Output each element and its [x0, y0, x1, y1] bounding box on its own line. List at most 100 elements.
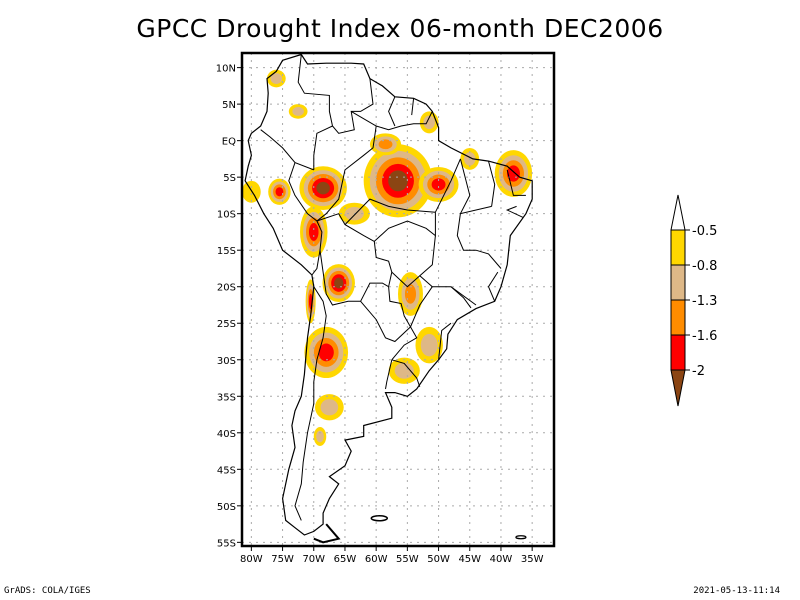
- country-border: [319, 250, 389, 306]
- drought-class-4: [308, 223, 319, 241]
- drought-region-bolivia-south: [322, 264, 355, 303]
- y-tick-label: 10S: [217, 210, 236, 221]
- drought-class-5: [334, 277, 344, 289]
- y-tick-label: 5S: [223, 173, 236, 184]
- colorbar-bin: [670, 264, 686, 301]
- drought-class-2: [320, 399, 339, 416]
- coastline: [244, 53, 533, 536]
- grid: [242, 53, 554, 546]
- drought-region-para-east: [418, 166, 459, 202]
- drought-class-5: [316, 181, 330, 195]
- y-tick-label: 40S: [217, 429, 236, 440]
- drought-region-ceara: [494, 150, 533, 197]
- x-tick-label: 45W: [458, 554, 481, 565]
- drought-class-4: [431, 178, 446, 191]
- y-tick-label: 35S: [217, 392, 236, 403]
- x-tick-label: 70W: [302, 554, 325, 565]
- y-tick-label: EQ: [222, 137, 236, 148]
- y-tick-label: 10N: [216, 64, 236, 75]
- country-border: [373, 212, 436, 242]
- colorbar-label: -1.6: [692, 329, 717, 344]
- drought-class-2: [420, 333, 438, 357]
- drought-region-mato-grosso-sul: [398, 272, 423, 316]
- drought-region-ecuador-coast: [242, 180, 261, 203]
- drought-region-uruguay: [388, 357, 420, 384]
- drought-region-acre-rondonia: [299, 166, 347, 211]
- drought-class-2: [292, 106, 304, 116]
- x-tick-label: 65W: [334, 554, 357, 565]
- colorbar: -0.5 -0.8 -1.3 -1.6 -2: [670, 194, 717, 407]
- country-border: [385, 359, 393, 390]
- colorbar-label: -0.5: [692, 224, 717, 239]
- drought-class-2: [270, 73, 283, 84]
- x-tick-label: 50W: [427, 554, 450, 565]
- country-border: [456, 205, 502, 269]
- south-georgia-island: [515, 535, 527, 540]
- coastlines-borders: [244, 53, 533, 544]
- falkland-islands: [370, 514, 389, 522]
- drought-class-5: [388, 170, 408, 192]
- drought-region-patagonia-west: [313, 426, 327, 446]
- country-border: [487, 271, 499, 302]
- plot-frame: [240, 51, 556, 548]
- drought-class-2: [394, 362, 414, 379]
- drought-class-2: [316, 430, 324, 443]
- country-border: [316, 125, 377, 222]
- colorbar-label: -0.8: [692, 259, 717, 274]
- country-border: [434, 158, 461, 213]
- y-tick-label: 55S: [217, 538, 236, 549]
- y-tick-label: 5N: [222, 100, 236, 111]
- drought-class-1: [242, 180, 261, 203]
- drought-region-central-amazon: [363, 144, 433, 218]
- country-border: [294, 286, 327, 521]
- axes: 80W 75W 70W 65W 60W 55W 50W 45W 40W 35W 10N 5N EQ 5S 1…: [216, 64, 544, 565]
- country-border: [391, 271, 421, 288]
- footer-credit: GrADS: COLA/IGES: [4, 586, 91, 596]
- drought-class-3: [378, 139, 393, 150]
- colorbar-top-triangle: [670, 194, 686, 231]
- country-border: [505, 205, 524, 218]
- chart-title: GPCC Drought Index 06-month DEC2006: [136, 14, 664, 43]
- country-border: [450, 286, 472, 309]
- drought-class-4: [275, 187, 284, 197]
- y-tick-label: 45S: [217, 465, 236, 476]
- drought-region-colombia-north: [266, 69, 286, 88]
- colorbar-bin: [670, 229, 686, 266]
- country-border: [388, 96, 396, 127]
- country-border: [344, 198, 436, 225]
- country-border: [506, 169, 526, 196]
- country-border: [459, 158, 471, 214]
- country-border: [391, 326, 418, 361]
- drought-region-patagonia-north: [315, 394, 344, 421]
- tierra-del-fuego: [313, 523, 341, 544]
- colorbar-bottom-triangle: [670, 369, 686, 407]
- country-border: [488, 160, 496, 207]
- drought-region-amazon-north: [369, 133, 402, 156]
- x-tick-label: 55W: [396, 554, 419, 565]
- country-border: [313, 125, 333, 170]
- country-border: [438, 322, 452, 360]
- colorbar-label: -2: [692, 364, 705, 379]
- x-tick-label: 60W: [365, 554, 388, 565]
- drought-region-argentina-northwest: [304, 326, 349, 379]
- drought-region-amapa: [419, 111, 439, 134]
- drought-region-venezuela-west: [288, 104, 308, 119]
- y-tick-label: 15S: [217, 246, 236, 257]
- country-border: [391, 359, 421, 387]
- drought-region-rio-grande-sul: [415, 326, 443, 364]
- x-tick-label: 80W: [240, 554, 263, 565]
- colorbar-label: -1.3: [692, 294, 717, 309]
- x-tick-label: 35W: [521, 554, 544, 565]
- x-tick-label: 40W: [490, 554, 513, 565]
- drought-region-peru-north: [268, 178, 291, 205]
- y-tick-label: 25S: [217, 319, 236, 330]
- colorbar-bin: [670, 299, 686, 336]
- x-tick-label: 75W: [271, 554, 294, 565]
- y-tick-label: 20S: [217, 283, 236, 294]
- country-border: [410, 286, 433, 328]
- drought-class-4: [318, 343, 334, 362]
- footer-timestamp: 2021-05-13-11:14: [693, 586, 780, 596]
- plot-background: [242, 53, 554, 546]
- country-border: [411, 98, 415, 116]
